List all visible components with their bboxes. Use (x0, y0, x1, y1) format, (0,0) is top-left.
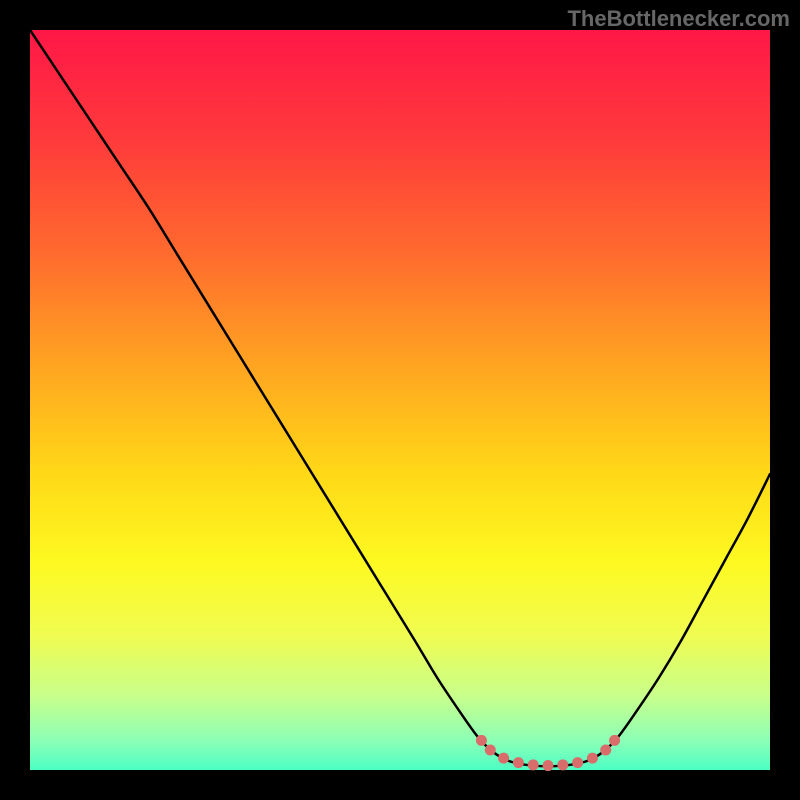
watermark-text: TheBottlenecker.com (567, 6, 790, 32)
curve-marker (587, 753, 598, 764)
curve-marker (498, 753, 509, 764)
chart-svg (0, 0, 800, 800)
gradient-background (30, 30, 770, 770)
curve-marker (557, 759, 568, 770)
curve-marker (513, 757, 524, 768)
curve-marker (476, 735, 487, 746)
curve-marker (609, 735, 620, 746)
curve-marker (572, 757, 583, 768)
curve-marker (528, 759, 539, 770)
curve-marker (600, 745, 611, 756)
curve-marker (485, 745, 496, 756)
chart-container: TheBottlenecker.com (0, 0, 800, 800)
curve-marker (543, 760, 554, 771)
